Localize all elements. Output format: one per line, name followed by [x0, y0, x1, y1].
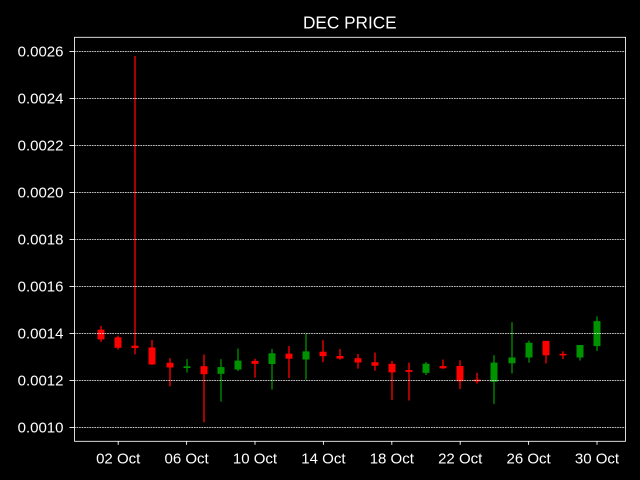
- svg-text:26 Oct: 26 Oct: [507, 450, 552, 467]
- svg-text:0.0026: 0.0026: [18, 44, 64, 61]
- svg-text:0.0018: 0.0018: [18, 232, 64, 249]
- svg-text:0.0022: 0.0022: [18, 138, 64, 155]
- svg-text:0.0014: 0.0014: [18, 326, 64, 343]
- svg-text:0.0024: 0.0024: [18, 91, 64, 108]
- svg-text:06 Oct: 06 Oct: [165, 450, 210, 467]
- svg-text:0.0010: 0.0010: [18, 420, 64, 437]
- svg-text:0.0020: 0.0020: [18, 185, 64, 202]
- svg-text:30 Oct: 30 Oct: [575, 450, 620, 467]
- svg-text:0.0016: 0.0016: [18, 279, 64, 296]
- svg-text:10 Oct: 10 Oct: [233, 450, 278, 467]
- svg-text:02 Oct: 02 Oct: [96, 450, 141, 467]
- svg-text:14 Oct: 14 Oct: [301, 450, 346, 467]
- svg-text:DEC PRICE: DEC PRICE: [303, 13, 397, 33]
- svg-text:0.0012: 0.0012: [18, 373, 64, 390]
- svg-text:22 Oct: 22 Oct: [438, 450, 483, 467]
- svg-text:18 Oct: 18 Oct: [370, 450, 415, 467]
